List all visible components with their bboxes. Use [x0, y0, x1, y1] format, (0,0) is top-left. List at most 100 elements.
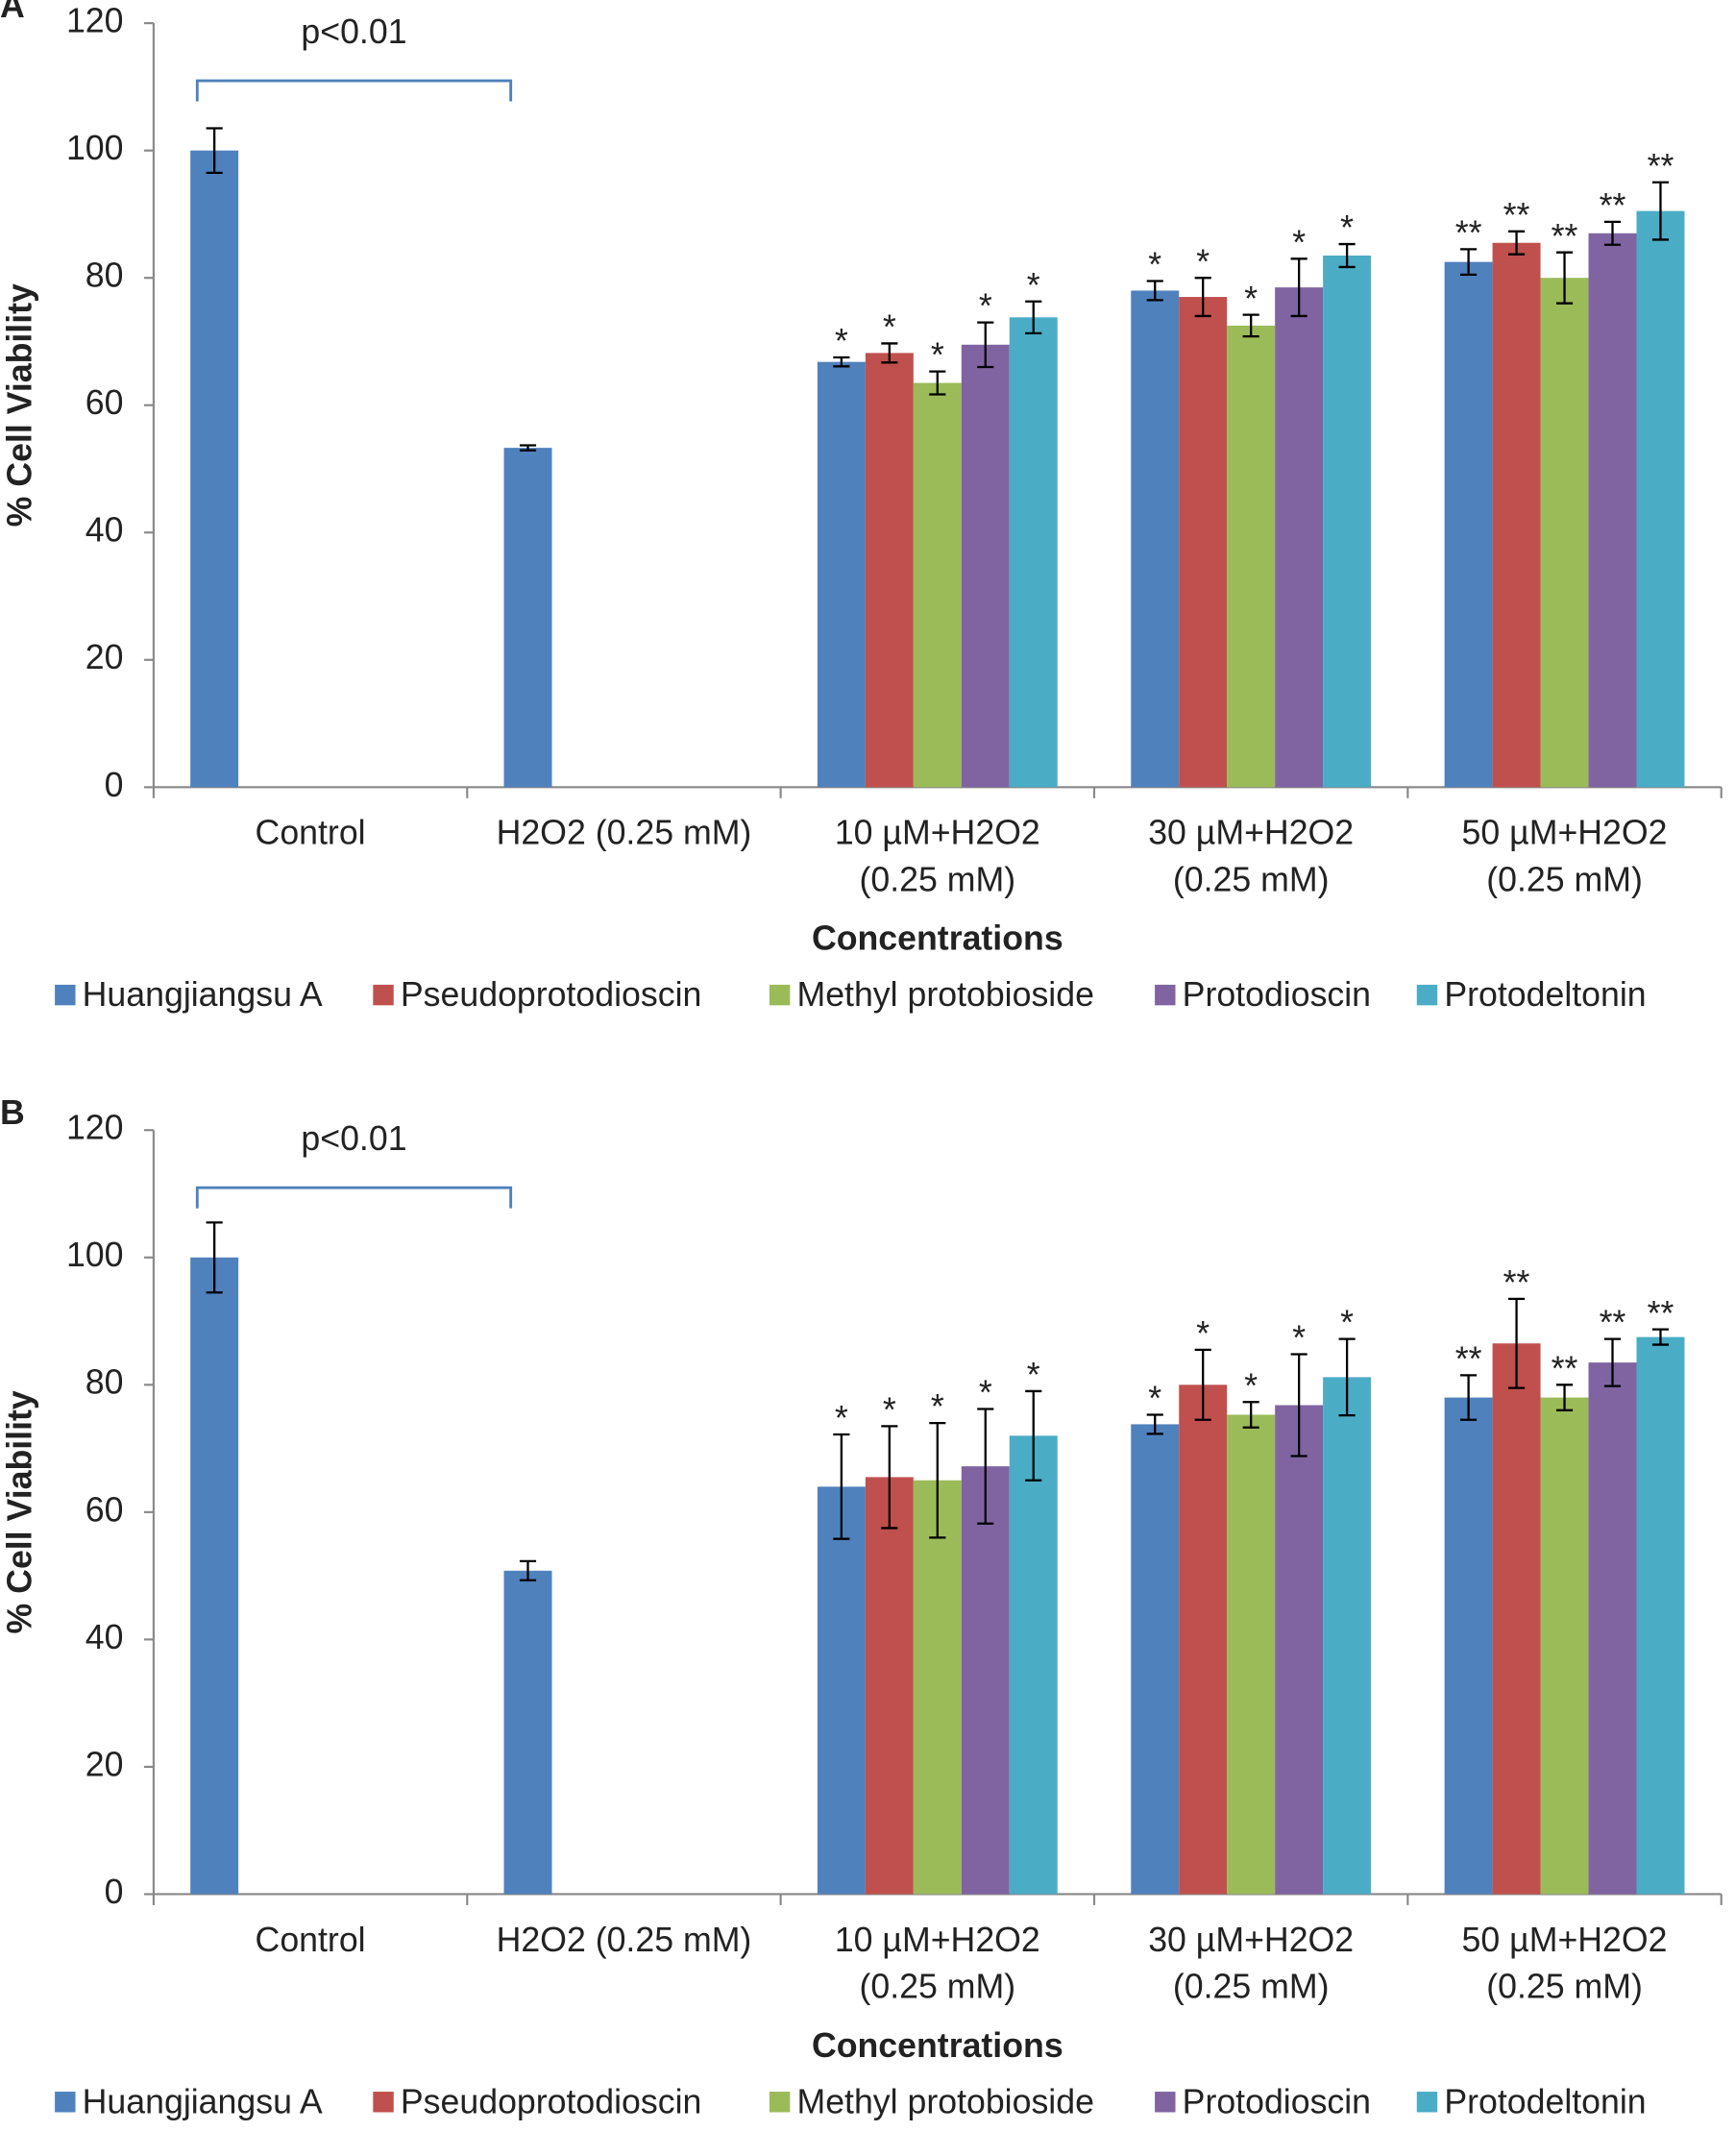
y-tick-label: 120 — [66, 2, 124, 40]
significance-label: ** — [1455, 214, 1482, 253]
bar — [865, 1477, 914, 1895]
legend-label: Huangjiangsu A — [83, 975, 323, 1014]
error-bar — [206, 127, 223, 174]
error-bar — [1290, 1353, 1307, 1458]
x-tick-label: Control — [256, 1921, 366, 1959]
y-tick-label: 40 — [86, 511, 124, 550]
legend-swatch — [1416, 984, 1438, 1006]
bar — [1588, 1362, 1637, 1895]
significance-label: ** — [1600, 1304, 1626, 1342]
error-bar — [881, 1425, 898, 1530]
legend-swatch — [373, 2092, 394, 2113]
significance-label: * — [883, 308, 896, 347]
bar — [913, 382, 962, 788]
chart-panel: B 0 20 40 60 80 100 120 Control H2O2 (0.25 mM) 10 … — [0, 1093, 1723, 2120]
error-bar — [833, 1433, 850, 1540]
significance-label: ** — [1503, 196, 1530, 234]
significance-annotation: p<0.01 — [301, 12, 406, 51]
significance-label: * — [883, 1391, 896, 1430]
x-tick-label: (0.25 mM) — [1486, 1967, 1643, 2005]
error-bar — [1555, 251, 1574, 305]
error-bar — [1194, 1348, 1211, 1421]
bar — [190, 1257, 239, 1895]
significance-label: ** — [1552, 1349, 1578, 1387]
error-bar — [519, 1559, 537, 1581]
error-bar — [1194, 277, 1211, 318]
bar — [1227, 325, 1276, 788]
x-tick-label: H2O2 (0.25 mM) — [497, 814, 752, 852]
significance-label: * — [931, 336, 944, 375]
significance-label: * — [1340, 208, 1354, 247]
bar — [1636, 1336, 1685, 1895]
error-bar — [833, 355, 850, 368]
bar — [503, 1570, 552, 1895]
significance-annotation: p<0.01 — [301, 1119, 406, 1158]
bar — [1131, 290, 1180, 788]
y-axis-title: % Cell Viability — [0, 283, 38, 527]
chart-panel: A 0 20 40 60 80 100 120 Control H2O2 (0.25 mM) 10 … — [0, 0, 1723, 1014]
y-tick-label: 60 — [86, 383, 124, 422]
x-axis-title: Concentrations — [812, 919, 1063, 958]
legend-label: Protodioscin — [1183, 975, 1371, 1014]
error-bar — [1460, 248, 1478, 277]
y-axis-title: % Cell Viability — [0, 1390, 38, 1633]
error-bar — [1338, 242, 1356, 269]
significance-label: * — [835, 1399, 848, 1437]
significance-label: * — [1292, 223, 1306, 261]
bar — [817, 361, 866, 788]
legend-swatch — [1416, 2092, 1438, 2113]
significance-label: ** — [1648, 1294, 1674, 1333]
bar — [1444, 261, 1493, 788]
y-tick-label: 100 — [66, 1236, 124, 1274]
error-bar — [1146, 1413, 1163, 1435]
error-bar — [977, 321, 994, 369]
error-bar — [1025, 1389, 1042, 1482]
significance-label: * — [1244, 1366, 1258, 1405]
error-bar — [881, 342, 898, 364]
significance-label: * — [979, 1374, 992, 1412]
bar — [503, 448, 552, 788]
x-tick-label: (0.25 mM) — [1486, 860, 1643, 898]
y-tick-label: 100 — [66, 129, 124, 167]
bar — [1275, 287, 1324, 788]
significance-label: ** — [1600, 186, 1626, 225]
x-tick-label: 50 µM+H2O2 — [1462, 814, 1668, 852]
legend-swatch — [769, 2092, 791, 2113]
legend-label: Huangjiangsu A — [83, 2082, 323, 2120]
bar — [1540, 278, 1589, 788]
error-bar — [1555, 1384, 1574, 1411]
bar — [190, 150, 239, 788]
legend-swatch — [1155, 2092, 1176, 2113]
error-bar — [1508, 230, 1526, 256]
x-tick-label: 30 µM+H2O2 — [1148, 1921, 1354, 1959]
error-bar — [1603, 1337, 1622, 1387]
y-tick-label: 80 — [86, 257, 124, 295]
legend-swatch — [1155, 984, 1176, 1006]
bar — [1636, 210, 1685, 788]
significance-label: * — [979, 287, 992, 326]
bar — [1444, 1397, 1493, 1895]
bar — [961, 344, 1010, 788]
legend-label: Methyl protobioside — [796, 2082, 1093, 2120]
bar — [865, 353, 914, 788]
error-bar — [519, 444, 537, 452]
y-tick-label: 80 — [86, 1363, 124, 1402]
bar — [1323, 1377, 1372, 1895]
significance-label: * — [1027, 266, 1040, 305]
legend-label: Protodioscin — [1183, 2082, 1371, 2120]
bar — [961, 1466, 1010, 1895]
bar — [913, 1480, 962, 1895]
error-bar — [1025, 300, 1042, 334]
x-tick-label: (0.25 mM) — [1173, 860, 1330, 898]
error-bar — [206, 1221, 223, 1294]
y-tick-label: 20 — [86, 1745, 124, 1783]
x-tick-label: 30 µM+H2O2 — [1148, 814, 1354, 852]
bar — [1275, 1405, 1324, 1895]
error-bar — [1242, 1401, 1259, 1429]
error-bar — [1651, 1328, 1670, 1346]
significance-label: * — [1027, 1356, 1040, 1394]
bar — [1131, 1424, 1180, 1895]
panel-label: B — [0, 1093, 25, 1132]
significance-label: * — [1292, 1319, 1306, 1358]
x-tick-label: 10 µM+H2O2 — [835, 1921, 1040, 1959]
